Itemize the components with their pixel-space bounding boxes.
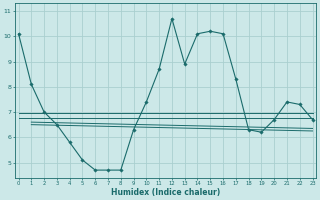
X-axis label: Humidex (Indice chaleur): Humidex (Indice chaleur) [111, 188, 220, 197]
